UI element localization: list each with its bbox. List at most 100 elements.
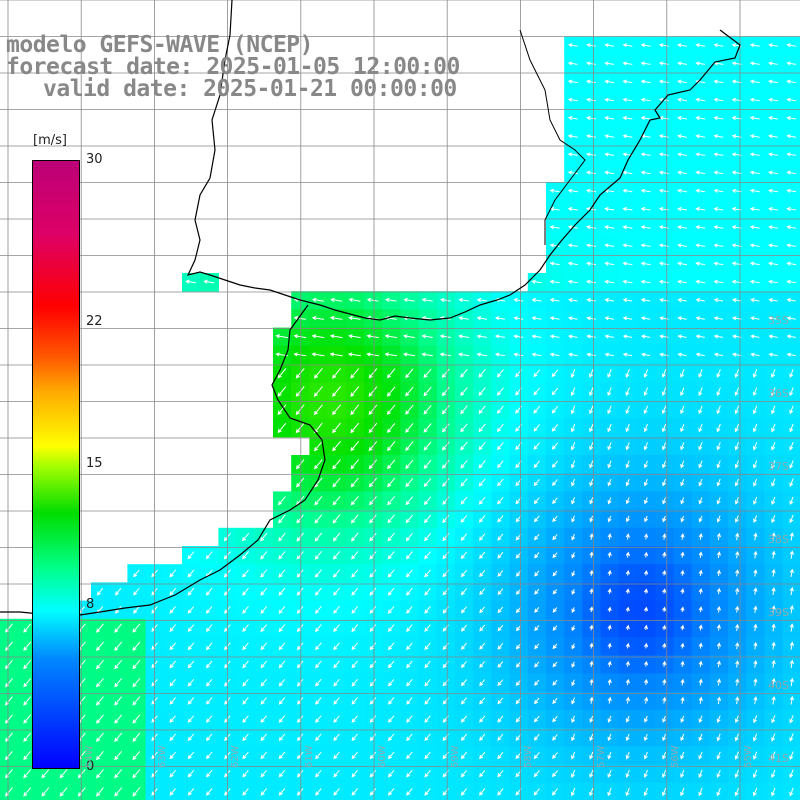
wind-arrow: [622, 279, 633, 284]
wind-arrow: [441, 368, 450, 379]
wind-arrow: [368, 440, 378, 452]
wind-arrow: [278, 514, 286, 524]
wind-arrow: [350, 477, 359, 488]
wind-arrow: [496, 442, 504, 451]
wind-arrow: [23, 769, 32, 779]
wind-arrow: [640, 43, 651, 48]
wind-arrow: [442, 788, 449, 796]
wind-arrow: [622, 188, 633, 193]
wind-arrow: [169, 751, 176, 760]
wind-arrow: [643, 606, 649, 612]
wind-arrow: [348, 334, 361, 339]
wind-arrow: [368, 368, 378, 379]
wind-arrow: [662, 642, 667, 649]
wind-arrow: [789, 369, 794, 378]
wind-arrow: [771, 659, 776, 668]
wind-arrow: [333, 605, 340, 614]
wind-arrow: [350, 386, 360, 397]
wind-arrow: [242, 769, 249, 778]
wind-arrow: [625, 551, 630, 558]
wind-arrow: [680, 715, 685, 723]
wind-arrow: [315, 624, 322, 633]
wind-arrow: [570, 405, 576, 415]
wind-arrow: [332, 514, 341, 524]
wind-arrow: [479, 770, 486, 778]
wind-arrow: [571, 661, 576, 668]
wind-arrow: [333, 751, 340, 760]
wind-arrow: [735, 587, 740, 595]
wind-arrow: [680, 369, 685, 378]
wind-arrow: [789, 623, 794, 632]
wind-arrow: [771, 787, 776, 797]
wind-arrow: [479, 751, 486, 760]
wind-arrow: [278, 605, 286, 614]
wind-arrow: [296, 532, 304, 542]
wind-arrow: [369, 587, 377, 596]
wind-arrow: [405, 459, 414, 470]
wind-arrow: [585, 279, 597, 284]
wind-arrow: [497, 733, 504, 741]
wind-arrow: [662, 569, 667, 576]
wind-arrow: [329, 315, 343, 321]
wind-arrow: [421, 334, 433, 339]
wind-arrow: [531, 316, 542, 321]
wind-arrow: [771, 587, 776, 595]
wind-arrow: [494, 352, 506, 357]
wind-arrow: [734, 478, 739, 487]
wind-arrow: [479, 588, 486, 596]
wind-arrow: [622, 170, 633, 175]
wind-arrow: [771, 405, 776, 415]
wind-arrow: [169, 587, 177, 596]
wind-arrow: [749, 115, 760, 121]
wind-arrow: [644, 497, 648, 505]
wind-arrow: [662, 715, 667, 723]
wind-arrow: [479, 569, 486, 578]
wind-arrow: [753, 678, 758, 686]
wind-arrow: [295, 459, 305, 470]
wind-arrow: [749, 152, 760, 157]
wind-arrow: [786, 279, 797, 284]
wind-arrow: [768, 298, 778, 303]
wind-arrow: [203, 279, 215, 284]
wind-arrow: [640, 188, 651, 193]
wind-arrow: [534, 606, 540, 613]
wind-arrow: [387, 496, 396, 506]
wind-arrow: [332, 367, 341, 379]
wind-arrow: [786, 97, 797, 102]
wind-arrow: [625, 478, 630, 487]
wind-arrow: [644, 715, 648, 723]
wind-arrow: [315, 715, 322, 723]
wind-arrow: [534, 643, 540, 650]
wind-arrow: [567, 152, 578, 157]
wind-arrow: [604, 243, 615, 248]
wind-arrow: [786, 61, 797, 66]
wind-arrow: [496, 369, 504, 378]
wind-arrow: [496, 423, 504, 433]
wind-arrow: [295, 422, 305, 434]
wind-arrow: [351, 660, 358, 669]
wind-arrow: [132, 732, 141, 743]
wind-arrow: [205, 751, 213, 760]
wind-arrow: [680, 569, 685, 576]
wind-arrow: [169, 697, 176, 705]
wind-arrow: [753, 532, 758, 541]
wind-arrow: [677, 43, 687, 48]
wind-arrow: [479, 624, 486, 632]
wind-arrow: [734, 423, 740, 433]
wind-arrow: [387, 532, 395, 542]
wind-arrow: [789, 460, 794, 469]
wind-arrow: [479, 642, 486, 650]
title-valid-date: valid date: 2025-01-21 00:00:00: [43, 76, 457, 102]
wind-arrow: [114, 606, 122, 614]
wind-arrow: [716, 642, 721, 649]
wind-arrow: [643, 733, 648, 742]
wind-arrow: [789, 514, 794, 524]
wind-arrow: [753, 623, 758, 632]
wind-arrow: [205, 606, 213, 614]
wind-arrow: [333, 733, 340, 742]
wind-arrow: [533, 460, 540, 469]
wind-arrow: [460, 733, 468, 742]
wind-arrow: [698, 423, 703, 433]
colorbar-tick-label: 8: [86, 597, 95, 613]
wind-arrow: [460, 423, 468, 433]
